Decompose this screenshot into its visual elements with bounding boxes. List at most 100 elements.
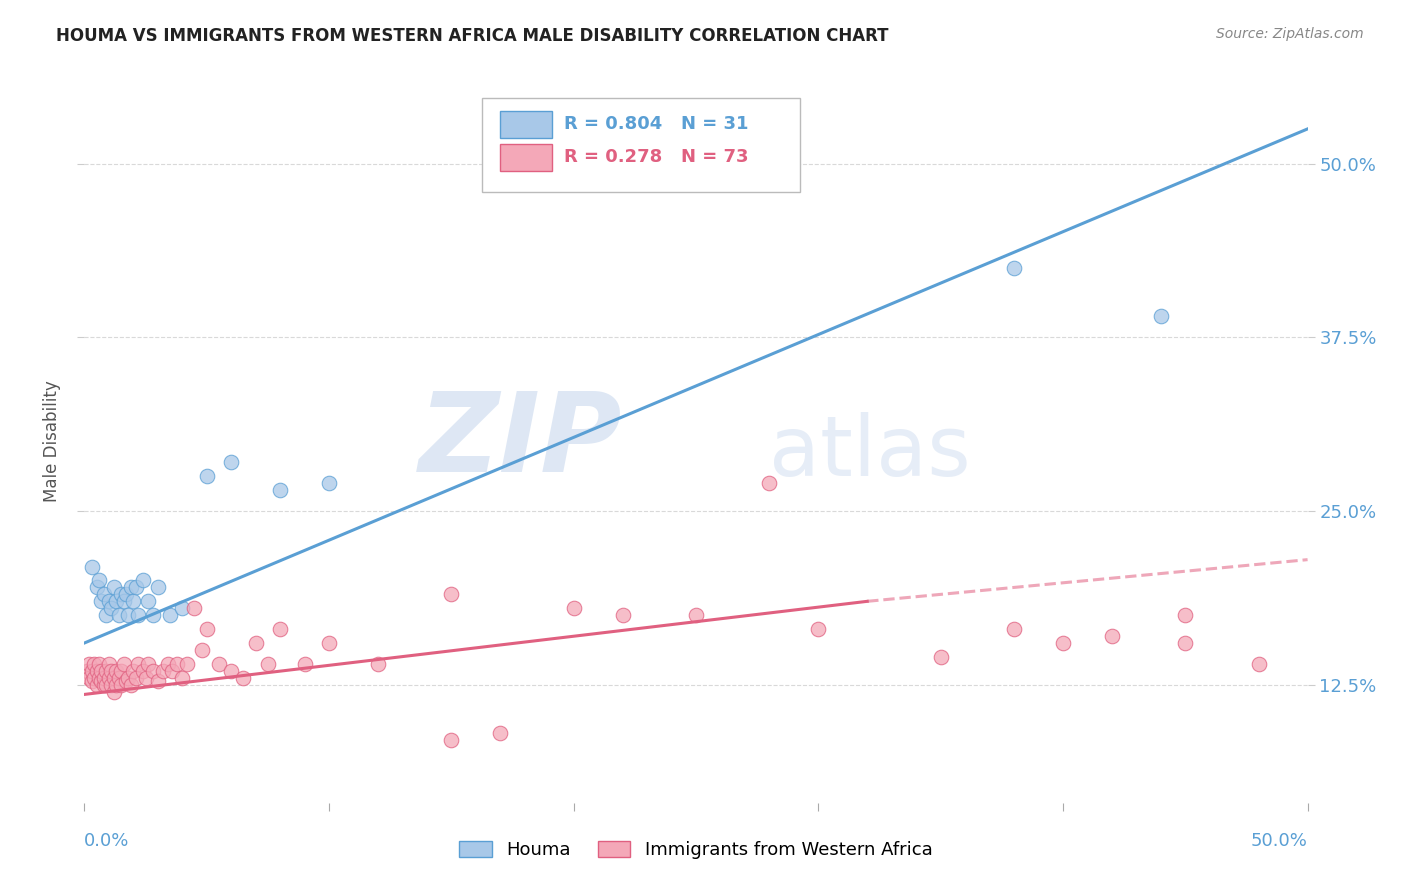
Point [97, 594, 120, 608]
Point [96, 678, 118, 692]
Point [132, 664, 155, 678]
Point [440, 587, 463, 601]
Point [132, 574, 155, 588]
Point [77, 657, 100, 671]
Point [103, 684, 125, 698]
Point [562, 601, 585, 615]
Point [103, 581, 125, 595]
Point [86, 678, 108, 692]
Point [294, 657, 316, 671]
Point [96, 664, 118, 678]
Point [1002, 260, 1025, 275]
Point [758, 476, 780, 491]
FancyBboxPatch shape [501, 144, 551, 170]
Point [77, 671, 100, 685]
Point [183, 601, 205, 615]
Point [103, 671, 125, 685]
Point [87, 657, 110, 671]
Point [122, 664, 145, 678]
Point [100, 678, 122, 692]
Point [1052, 636, 1074, 650]
Point [1101, 629, 1123, 643]
Point [807, 622, 830, 636]
Point [257, 657, 280, 671]
Point [93, 678, 115, 692]
Point [929, 649, 952, 664]
Text: 50.0%: 50.0% [1251, 831, 1308, 850]
Point [110, 678, 132, 692]
Point [172, 601, 194, 615]
FancyBboxPatch shape [482, 98, 800, 193]
Legend: Houma, Immigrants from Western Africa: Houma, Immigrants from Western Africa [453, 833, 939, 866]
Point [80, 664, 103, 678]
Point [127, 657, 149, 671]
Point [135, 671, 157, 685]
Point [142, 664, 165, 678]
Text: R = 0.804   N = 31: R = 0.804 N = 31 [564, 115, 748, 133]
Point [125, 671, 148, 685]
Point [208, 657, 231, 671]
Point [367, 657, 389, 671]
Point [232, 671, 254, 685]
Point [112, 594, 135, 608]
Point [105, 594, 128, 608]
Point [1247, 657, 1270, 671]
Point [191, 643, 214, 657]
Point [127, 608, 149, 623]
Point [136, 657, 159, 671]
Point [219, 664, 242, 678]
Point [105, 678, 128, 692]
Point [80, 559, 103, 574]
Point [93, 671, 115, 685]
Point [166, 657, 188, 671]
Point [136, 594, 159, 608]
Point [245, 636, 267, 650]
Point [90, 594, 112, 608]
Text: ZIP: ZIP [419, 388, 623, 495]
Point [93, 587, 115, 601]
FancyBboxPatch shape [501, 112, 551, 138]
Point [152, 664, 174, 678]
Point [83, 671, 105, 685]
Point [172, 671, 194, 685]
Point [120, 678, 142, 692]
Point [100, 601, 122, 615]
Point [219, 455, 242, 469]
Point [115, 673, 138, 688]
Point [122, 594, 145, 608]
Point [195, 469, 218, 483]
Point [156, 657, 179, 671]
Point [146, 581, 169, 595]
Point [318, 636, 340, 650]
Point [195, 622, 218, 636]
Point [1150, 310, 1173, 324]
Point [110, 664, 132, 678]
Point [100, 664, 122, 678]
Point [176, 657, 198, 671]
Point [612, 608, 634, 623]
Point [86, 664, 108, 678]
Point [90, 664, 112, 678]
Point [318, 476, 340, 491]
Text: 0.0%: 0.0% [84, 831, 129, 850]
Point [107, 671, 129, 685]
Point [117, 671, 139, 685]
Point [1174, 636, 1197, 650]
Y-axis label: Male Disability: Male Disability [44, 381, 62, 502]
Point [105, 664, 128, 678]
Point [97, 657, 120, 671]
Point [159, 608, 181, 623]
Point [97, 671, 120, 685]
Point [86, 581, 108, 595]
Point [269, 483, 291, 498]
Text: Source: ZipAtlas.com: Source: ZipAtlas.com [1216, 27, 1364, 41]
Point [162, 664, 184, 678]
Point [90, 673, 112, 688]
Point [125, 581, 148, 595]
Point [117, 608, 139, 623]
Point [1174, 608, 1197, 623]
Text: atlas: atlas [769, 412, 972, 493]
Point [83, 657, 105, 671]
Point [112, 657, 135, 671]
Point [489, 726, 512, 740]
